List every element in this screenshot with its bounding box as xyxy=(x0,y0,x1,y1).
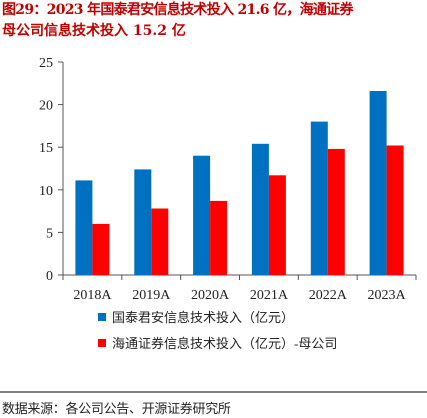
bar-series2-2020A xyxy=(210,200,228,275)
bar-series2-2021A xyxy=(268,175,286,275)
x-tick-label: 2023A xyxy=(368,288,407,303)
bar-series2-2018A xyxy=(92,223,110,275)
x-tick-label: 2018A xyxy=(73,288,112,303)
y-tick-label: 5 xyxy=(46,226,53,241)
x-tick-label: 2019A xyxy=(132,288,171,303)
y-tick-label: 10 xyxy=(39,184,53,199)
bar-series2-2019A xyxy=(151,208,169,275)
legend-label-series2: 海通证券信息技术投入（亿元）-母公司 xyxy=(112,336,337,351)
x-tick-label: 2021A xyxy=(250,288,289,303)
data-source-note: 数据来源：各公司公告、开源证券研究所 xyxy=(2,402,231,417)
bar-series1-2023A xyxy=(369,91,387,275)
bar-series1-2021A xyxy=(251,143,269,275)
figure-title-line2: 母公司信息技术投入 15.2 亿 xyxy=(2,23,186,39)
figure-title: 图29：2023 年国泰君安信息技术投入 21.6 亿，海通证券 母公司信息技术… xyxy=(2,0,425,42)
bar-series1-2020A xyxy=(193,155,211,275)
bar-series2-2023A xyxy=(386,145,404,275)
y-tick-label: 25 xyxy=(39,56,53,71)
bar-chart: 0 5 10 15 20 25 2018A 2019A 2020A 2021A 2022A 2023A… xyxy=(0,56,427,393)
y-tick-label: 20 xyxy=(39,99,53,114)
legend-swatch-series1 xyxy=(98,313,106,321)
x-tick-label: 2020A xyxy=(191,288,230,303)
bar-series1-2019A xyxy=(134,169,152,275)
legend-swatch-series2 xyxy=(98,339,106,347)
legend-label-series1: 国泰君安信息技术投入（亿元） xyxy=(112,310,294,325)
figure-title-line1: 图29：2023 年国泰君安信息技术投入 21.6 亿，海通证券 xyxy=(2,2,353,18)
bar-series1-2018A xyxy=(75,180,93,275)
y-tick-label: 0 xyxy=(46,269,53,284)
bar-series2-2022A xyxy=(327,148,345,275)
y-tick-label: 15 xyxy=(39,141,53,156)
bar-series1-2022A xyxy=(310,121,328,275)
x-tick-label: 2022A xyxy=(309,288,348,303)
